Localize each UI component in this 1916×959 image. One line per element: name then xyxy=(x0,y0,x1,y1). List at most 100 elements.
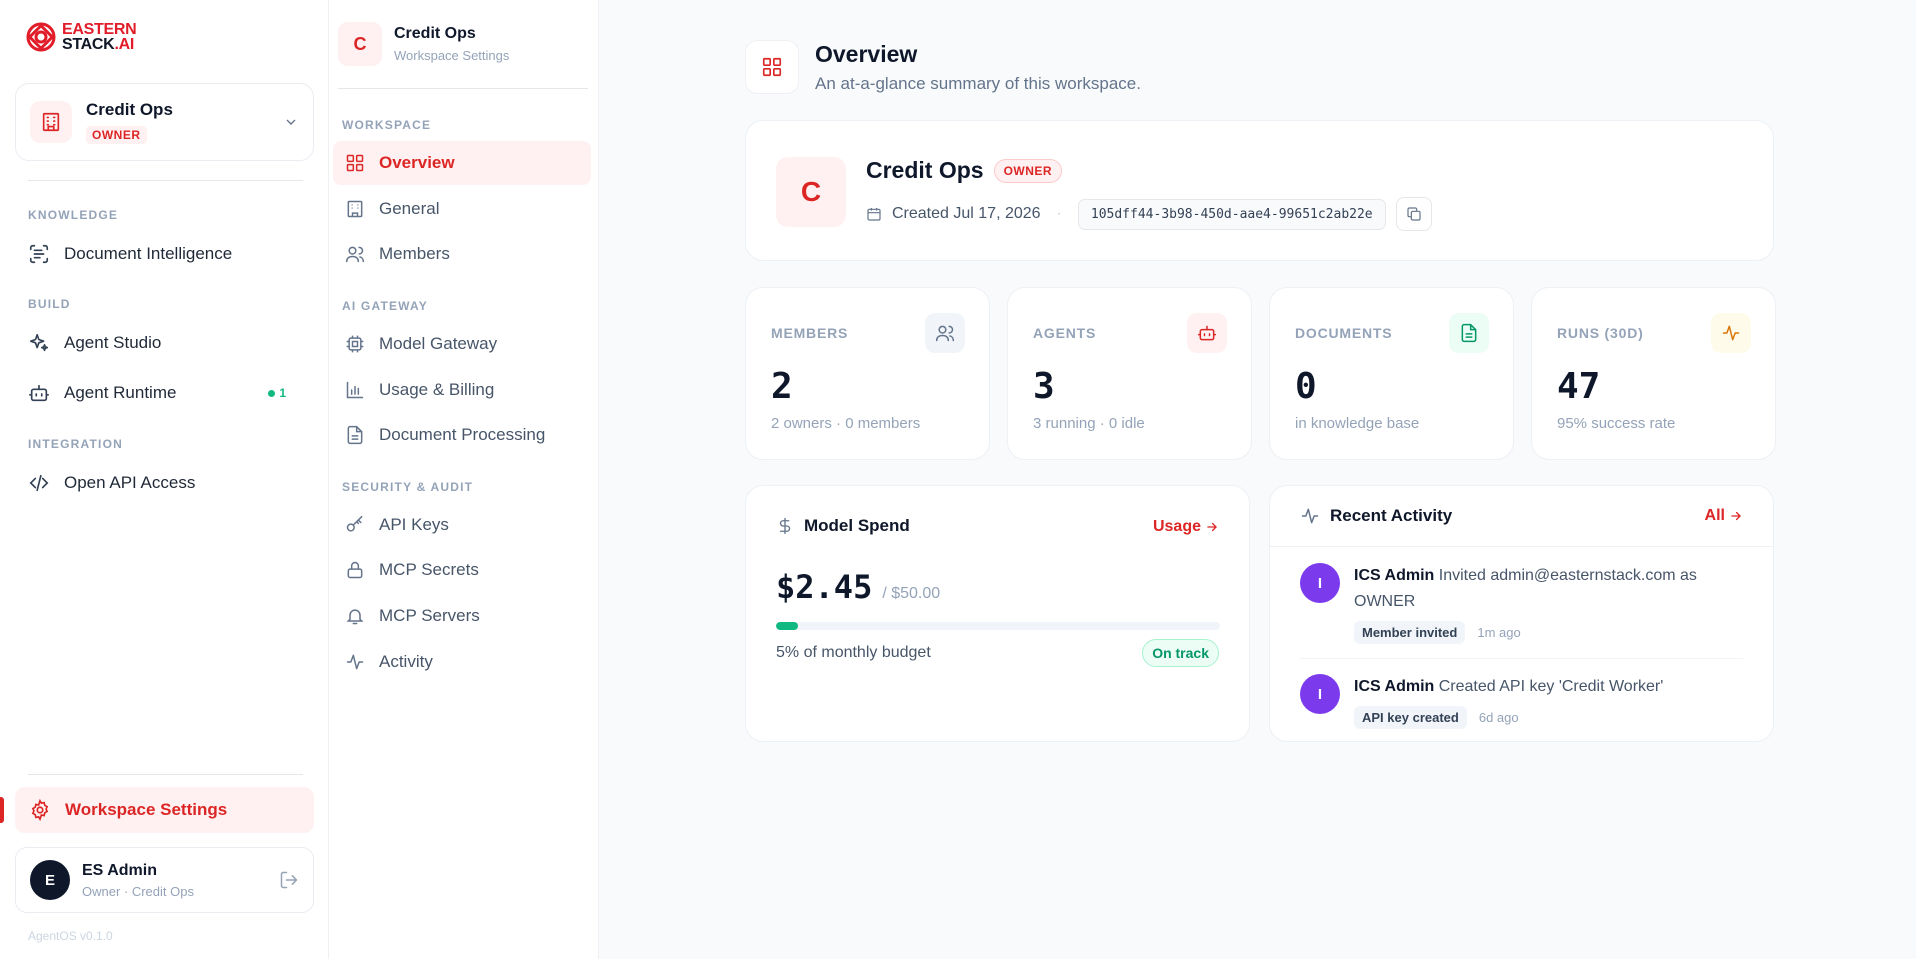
logout-icon[interactable] xyxy=(279,870,299,890)
brand-line-2-text: STACK xyxy=(62,36,115,53)
activity-tag: Member invited xyxy=(1354,621,1466,644)
app-version: AgentOS v0.1.0 xyxy=(28,929,113,943)
created-date: Created Jul 17, 2026 xyxy=(892,205,1041,222)
activity-time: 1m ago xyxy=(1477,625,1521,640)
building-icon xyxy=(30,101,72,143)
view-all-link[interactable]: All xyxy=(1705,507,1743,525)
workspace-role-badge: OWNER xyxy=(86,126,147,144)
sidebar-item-open-api-access[interactable]: Open API Access xyxy=(28,472,195,494)
model-spend-card: Model Spend Usage $2.45 / $50.00 5% of m… xyxy=(745,485,1250,742)
tab-label: MCP Servers xyxy=(379,606,480,625)
section-label-knowledge: KNOWLEDGE xyxy=(28,208,119,222)
subnav-section-ai-gateway: AI GATEWAY xyxy=(342,299,429,313)
tab-usage-billing[interactable]: Usage & Billing xyxy=(333,368,591,412)
layout-grid-icon xyxy=(745,40,799,94)
activity-text: ICS Admin Invited admin@easternstack.com… xyxy=(1354,563,1745,615)
sidebar-item-agent-runtime[interactable]: Agent Runtime 1 xyxy=(28,382,314,404)
tab-label: Members xyxy=(379,244,450,263)
tab-label: Overview xyxy=(379,153,455,172)
tab-label: Model Gateway xyxy=(379,334,498,353)
page-subtitle: An at-a-glance summary of this workspace… xyxy=(815,73,1141,93)
section-label-integration: INTEGRATION xyxy=(28,437,123,451)
sparkles-icon xyxy=(29,333,49,352)
workspace-switcher[interactable]: Credit Ops OWNER xyxy=(15,83,314,161)
workspace-avatar: C xyxy=(338,22,382,66)
stat-subtext: 3 running · 0 idle xyxy=(1033,415,1145,432)
budget-progress-bar xyxy=(776,622,1220,630)
file-icon xyxy=(1449,313,1489,353)
bot-icon xyxy=(1187,313,1227,353)
dollar-icon xyxy=(779,517,791,535)
bot-icon xyxy=(29,384,49,402)
activity-actor: ICS Admin xyxy=(1354,678,1435,695)
tab-members[interactable]: Members xyxy=(333,232,591,276)
activity-item[interactable]: I ICS Admin Invited admin@easternstack.c… xyxy=(1300,563,1745,644)
stat-value: 3 xyxy=(1033,366,1055,407)
workspace-id: 105dff44-3b98-450d-aae4-99651c2ab22e xyxy=(1077,198,1386,230)
stat-subtext: in knowledge base xyxy=(1295,415,1420,432)
calendar-icon xyxy=(867,208,881,221)
sidebar-item-workspace-settings[interactable]: Workspace Settings xyxy=(15,787,314,833)
row-divider xyxy=(1300,658,1743,659)
subnav-section-security: SECURITY & AUDIT xyxy=(342,480,474,494)
sidebar-item-label: Agent Studio xyxy=(64,333,162,352)
activity-icon xyxy=(1301,508,1319,524)
tab-label: API Keys xyxy=(379,515,449,534)
workspace-name: Credit Ops xyxy=(866,157,984,183)
tab-label: MCP Secrets xyxy=(379,560,479,579)
stat-label: RUNS (30D) xyxy=(1557,325,1644,341)
runtime-count-badge: 1 xyxy=(268,386,286,400)
sidebar-item-agent-studio[interactable]: Agent Studio xyxy=(28,332,161,354)
avatar: I xyxy=(1300,674,1340,714)
brand-line-2: STACK.AI xyxy=(62,36,136,53)
activity-title: Recent Activity xyxy=(1330,506,1453,525)
subnav-section-workspace: WORKSPACE xyxy=(342,118,432,132)
tab-mcp-servers[interactable]: MCP Servers xyxy=(333,594,591,638)
meta-separator: · xyxy=(1056,205,1062,222)
brand-logo[interactable]: EASTERN STACK.AI xyxy=(24,20,137,54)
stat-value: 0 xyxy=(1295,366,1317,407)
spend-header: Model Spend xyxy=(776,516,910,536)
stat-card-runs: RUNS (30D) 47 95% success rate xyxy=(1531,287,1776,460)
spend-amount-row: $2.45 / $50.00 xyxy=(776,568,940,606)
bell-icon xyxy=(346,609,364,625)
activity-text: ICS Admin Created API key 'Credit Worker… xyxy=(1354,674,1745,700)
tab-mcp-secrets[interactable]: MCP Secrets xyxy=(333,548,591,592)
activity-item[interactable]: I ICS Admin Created API key 'Credit Work… xyxy=(1300,674,1745,729)
brand-line-1: EASTERN xyxy=(62,21,137,38)
lock-icon xyxy=(347,561,363,579)
tab-model-gateway[interactable]: Model Gateway xyxy=(333,322,591,366)
stat-label: MEMBERS xyxy=(771,325,849,341)
avatar: I xyxy=(1300,563,1340,603)
spend-amount: $2.45 xyxy=(776,568,873,606)
section-label-build: BUILD xyxy=(28,297,71,311)
copy-id-button[interactable] xyxy=(1395,197,1432,231)
status-dot xyxy=(268,389,276,397)
stat-subtext: 2 owners · 0 members xyxy=(771,415,921,432)
sidebar-divider xyxy=(28,180,303,181)
sidebar-item-label: Document Intelligence xyxy=(64,244,233,263)
workspace-name: Credit Ops xyxy=(86,100,173,119)
activity-time: 6d ago xyxy=(1478,710,1519,725)
subnav-subtitle: Workspace Settings xyxy=(394,48,510,63)
workspace-summary-card: C Credit Ops OWNER Created Jul 17, 2026 … xyxy=(745,120,1774,261)
stat-subtext: 95% success rate xyxy=(1557,415,1676,432)
tab-general[interactable]: General xyxy=(333,187,591,231)
usage-link[interactable]: Usage xyxy=(1153,518,1219,536)
tab-api-keys[interactable]: API Keys xyxy=(333,503,591,547)
tab-document-processing[interactable]: Document Processing xyxy=(333,413,591,457)
code-icon xyxy=(29,474,49,492)
spend-title: Model Spend xyxy=(804,516,910,535)
tab-overview[interactable]: Overview xyxy=(333,141,591,185)
budget-progress-fill xyxy=(776,622,799,630)
brand-wordmark: EASTERN STACK.AI xyxy=(62,21,137,53)
avatar: E xyxy=(30,860,70,900)
badge-count: 1 xyxy=(279,386,286,400)
sidebar-divider-bottom xyxy=(28,774,303,775)
subnav-header: C Credit Ops Workspace Settings xyxy=(338,22,509,66)
layout-grid-icon xyxy=(346,154,364,172)
users-icon xyxy=(345,246,365,263)
tab-activity[interactable]: Activity xyxy=(333,640,591,684)
view-all-label: All xyxy=(1704,507,1725,524)
sidebar-item-document-intelligence[interactable]: Document Intelligence xyxy=(28,243,232,265)
